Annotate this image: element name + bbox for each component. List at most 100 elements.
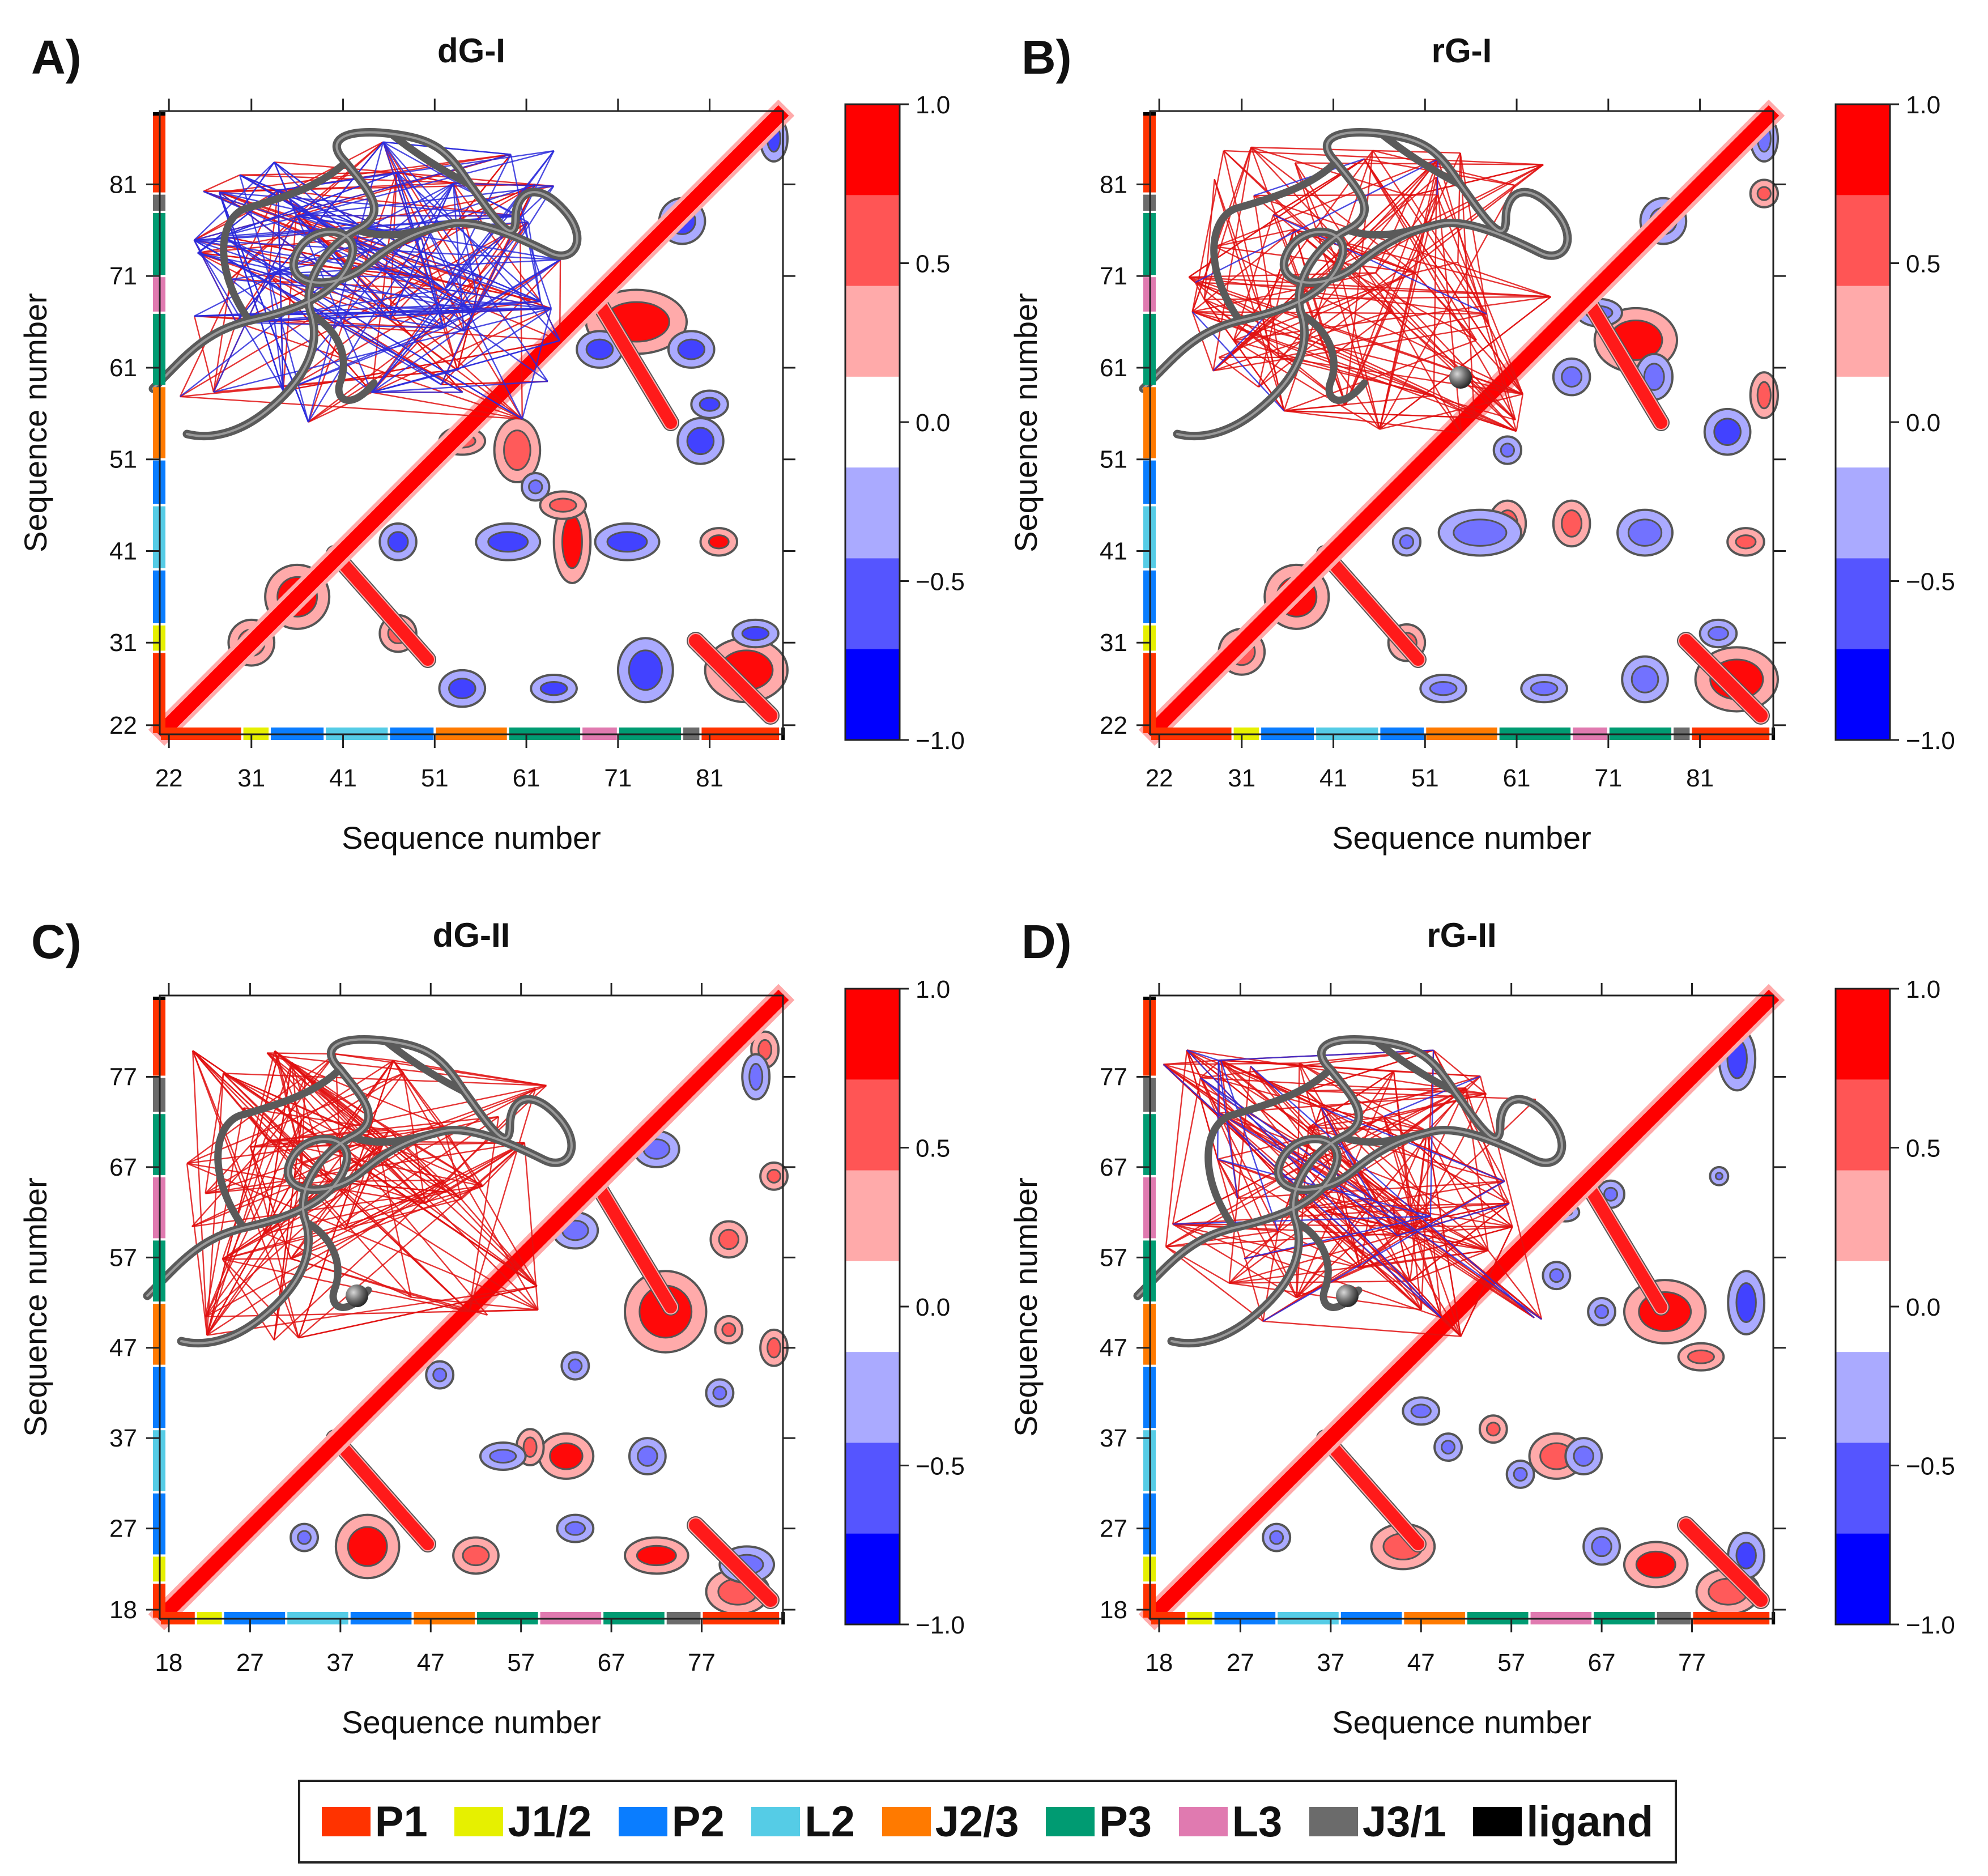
structure-red-line-45 [1305,1090,1489,1251]
structure-red-line-198 [1460,1226,1513,1337]
structure-red-line-75 [1391,310,1462,434]
x-tick-label: 41 [329,764,357,792]
structure-blue-line-122 [371,215,521,393]
structure-red-line-135 [301,1060,394,1121]
structure-red-line-141 [376,1125,444,1139]
structure-red-line-142 [1364,158,1523,395]
structure-red-line-191 [1200,1060,1221,1079]
structure-red-line-156 [1383,1116,1427,1132]
structure-red-line-12 [1250,147,1415,274]
structure-red-line-51 [1229,1280,1410,1284]
colorbar-tick-label: 0.0 [1906,409,1940,437]
colorbar-tick-label: 1.0 [1906,91,1940,119]
correlation-core-4 [503,429,531,471]
structure-red-line-73 [191,1084,547,1227]
colorbar-level-3 [1836,376,1890,468]
colorbar-level-4 [1836,467,1890,559]
structure-red-line-58 [335,1053,547,1087]
legend-item-L3: L3 [1178,1797,1282,1847]
panel-title: rG-II [1427,916,1496,954]
structure-red-line-21 [180,395,522,420]
structure-red-line-48 [291,1258,488,1316]
x-tick-label: 57 [1497,1649,1525,1677]
correlation-core-18 [1631,665,1659,694]
x-axis-label: Sequence number [1332,820,1591,856]
structure-blue-line-104 [267,274,284,391]
structure-blue-line-5 [1436,159,1439,195]
colorbar-level-3 [845,1261,900,1352]
rna-backbone-inner [1204,1037,1459,1311]
structure-red-line-165 [298,1286,538,1339]
colorbar-level-0 [1836,989,1890,1080]
x-tick-label: 57 [507,1649,535,1677]
structure-blue-line-38 [203,190,541,303]
colorbar-tick-label: −0.5 [1906,1453,1955,1481]
rna-backbone-highlight [1136,1038,1563,1345]
x-tick-label: 77 [688,1649,716,1677]
structure-red-line-114 [203,174,240,192]
structure-blue-line-146 [382,141,529,223]
panel-label: D) [1021,915,1072,968]
correlation-core-6 [1756,186,1772,201]
y-tick-label: 47 [109,1334,137,1362]
legend-swatch [882,1807,931,1836]
correlation-core-12 [1643,363,1665,391]
correlation-core-19 [628,649,663,691]
upper-anti-band [1580,292,1667,429]
x-tick-label: 37 [326,1649,354,1677]
upper-anti-band [590,1176,677,1313]
y-tick-label: 71 [1100,262,1127,290]
structure-red-line-129 [1284,339,1477,412]
legend-label: L2 [804,1797,855,1846]
structure-blue-line-19 [1321,1107,1373,1198]
correlation-core-15 [606,531,648,553]
colorbar-level-6 [845,1533,900,1625]
corner-band [1679,1518,1768,1607]
structure-blue-line-111 [197,252,269,275]
correlation-core-11 [585,338,614,360]
colorbar-tick-label: 0.5 [1906,1135,1940,1163]
anti-diagonal-band [328,547,434,666]
structure-red-line-147 [1308,1116,1384,1129]
y-axis-label: Sequence number [18,1177,53,1437]
correlation-core-15 [1627,518,1663,547]
structure-red-line-135 [1488,326,1516,420]
correlation-core-11 [1591,1535,1612,1558]
legend-item-J3-1: J3/1 [1309,1797,1446,1847]
structure-red-line-121 [192,1050,266,1234]
colorbar-tick-label: 0.0 [1906,1294,1940,1321]
x-axis-label: Sequence number [1332,1704,1591,1740]
structure-red-line-160 [424,1202,538,1287]
structure-red-line-109 [1363,158,1516,420]
x-tick-label: 18 [1145,1649,1173,1677]
structure-red-line-107 [222,1258,470,1313]
structure-blue-line-64 [222,150,555,237]
y-tick-label: 22 [1100,712,1127,739]
structure-blue-line-142 [444,288,477,295]
structure-red-line-93 [236,321,523,420]
structure-red-line-159 [1191,147,1252,312]
structure-blue-line-89 [382,142,429,278]
structure-red-line-140 [1212,158,1439,372]
x-tick-label: 67 [1588,1649,1616,1677]
correlation-core-21 [712,1385,727,1401]
correlation-core-7 [708,534,730,550]
legend-label: J2/3 [935,1797,1019,1846]
structure-red-line-74 [223,1073,547,1087]
correlation-core-19 [1707,626,1729,641]
structure-red-line-29 [1516,394,1523,432]
structure-red-line-21 [274,1085,547,1341]
ligand-sphere [346,1284,368,1307]
x-tick-label: 51 [1411,764,1439,792]
structure-red-line-134 [1308,1126,1427,1132]
legend-label: J1/2 [508,1797,592,1846]
structure-red-line-37 [308,259,561,423]
structure-blue-line-6 [1244,1215,1431,1260]
correlation-core-20 [1714,1172,1723,1181]
structure-red-line-91 [1203,299,1285,411]
structure-red-line-104 [274,1050,426,1204]
structure-red-line-25 [1165,1246,1264,1322]
structure-red-line-156 [1189,276,1487,315]
x-tick-label: 51 [421,764,449,792]
correlation-core-17 [1530,680,1559,696]
